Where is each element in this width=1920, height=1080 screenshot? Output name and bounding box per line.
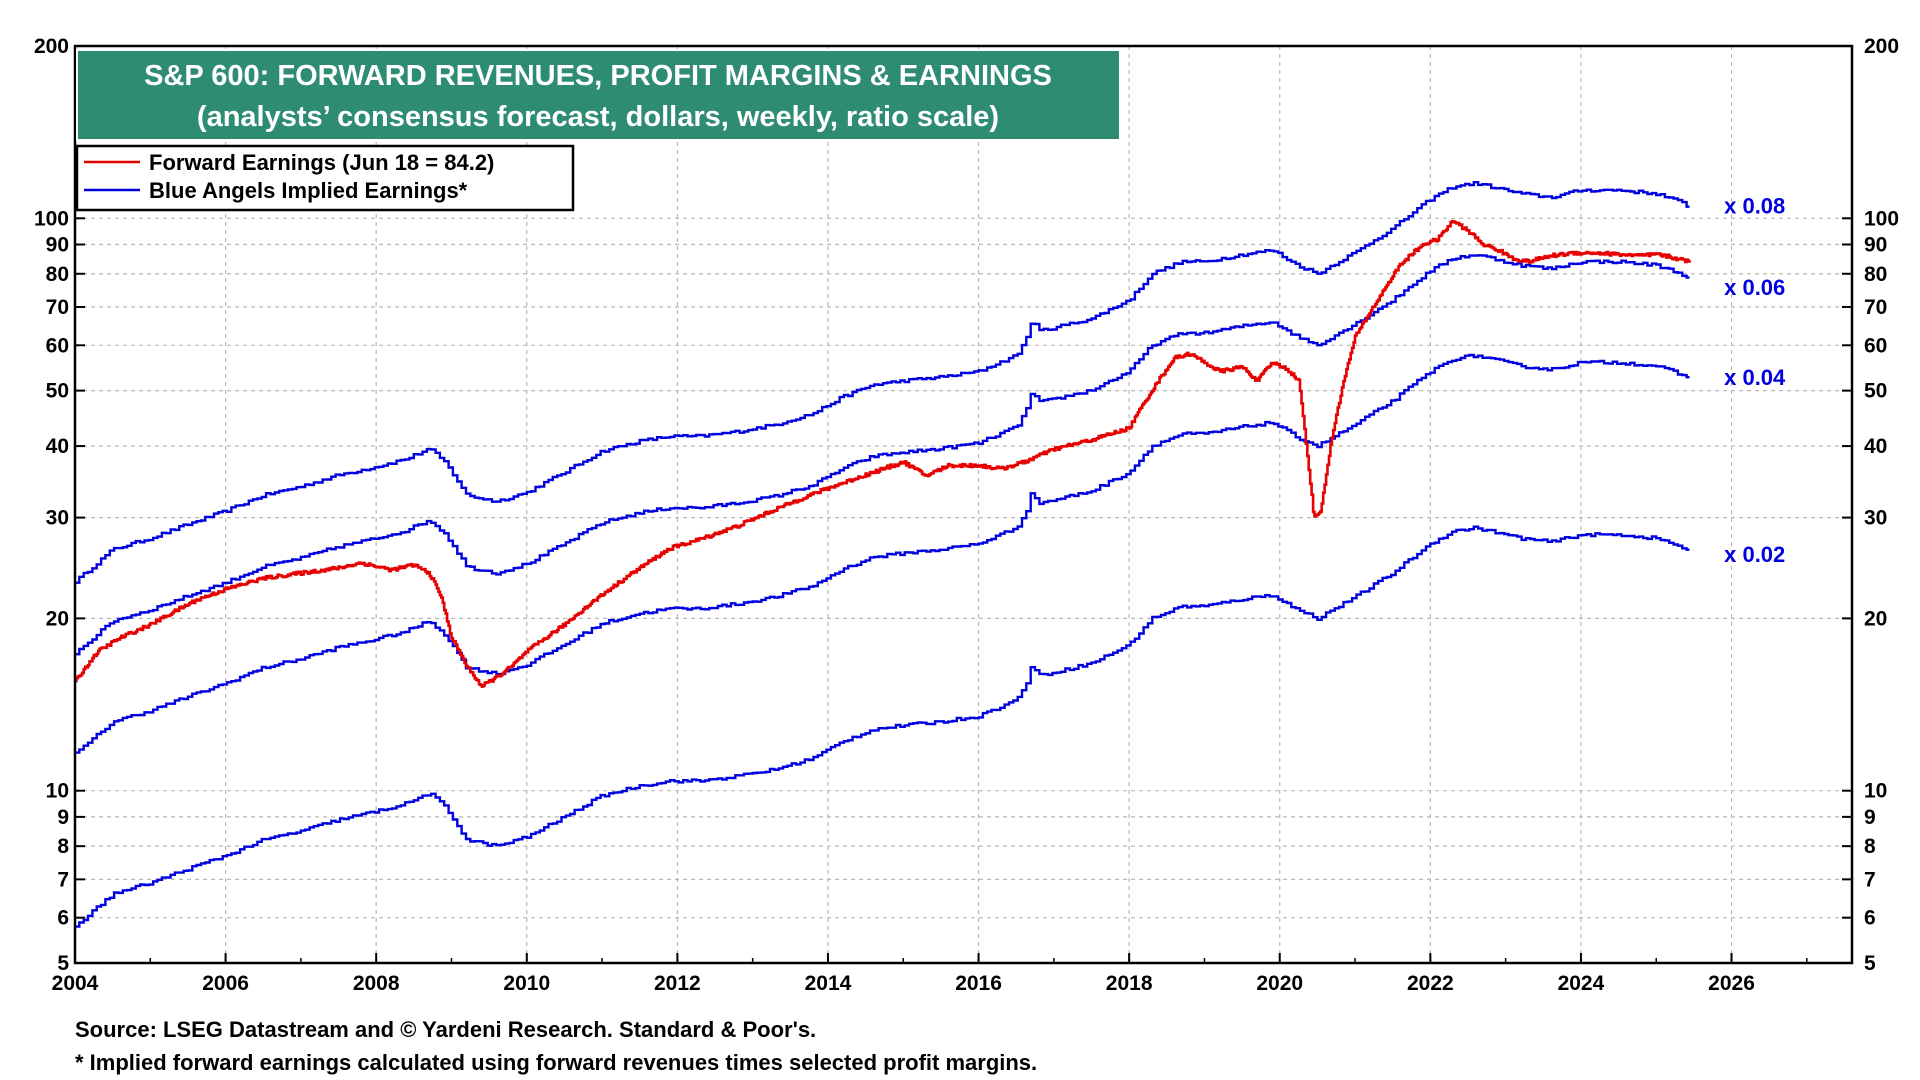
y-tick-label-right-7: 7	[1864, 868, 1876, 891]
series-group	[75, 181, 1691, 928]
annotation-x0-06: x 0.06	[1724, 275, 1785, 300]
legend-label-blue-angels: Blue Angels Implied Earnings*	[149, 178, 468, 203]
gridlines	[75, 46, 1852, 963]
y-tick-label-right-70: 70	[1864, 296, 1887, 319]
y-tick-label-left-8: 8	[57, 835, 69, 858]
y-tick-label-right-50: 50	[1864, 380, 1887, 403]
y-tick-label-right-80: 80	[1864, 263, 1887, 286]
chart-title: S&P 600: FORWARD REVENUES, PROFIT MARGIN…	[144, 60, 1052, 92]
y-tick-label-left-50: 50	[46, 380, 69, 403]
y-tick-label-left-30: 30	[46, 507, 69, 530]
y-tick-label-right-100: 100	[1864, 207, 1899, 230]
y-tick-label-left-70: 70	[46, 296, 69, 319]
y-tick-label-right-6: 6	[1864, 907, 1876, 930]
annotation-x0-04: x 0.04	[1724, 365, 1786, 390]
x-tick-label-2006: 2006	[202, 972, 249, 995]
plot-frame	[73, 44, 1854, 965]
x-tick-label-2014: 2014	[805, 972, 852, 995]
source-footnote: Source: LSEG Datastream and © Yardeni Re…	[75, 1017, 816, 1042]
x-tick-label-2022: 2022	[1407, 972, 1454, 995]
y-tick-label-right-60: 60	[1864, 334, 1887, 357]
blue-angels-line-x0-06	[75, 254, 1690, 656]
y-tick-label-left-7: 7	[57, 868, 69, 891]
title-box-background	[76, 49, 1121, 141]
y-tick-label-left-6: 6	[57, 907, 69, 930]
y-tick-label-left-60: 60	[46, 334, 69, 357]
y-tick-label-left-200: 200	[34, 35, 69, 58]
y-tick-label-right-10: 10	[1864, 780, 1887, 803]
blue-angels-line-x0-02	[75, 525, 1690, 928]
legend-box	[75, 144, 575, 212]
x-tick-label-2004: 2004	[52, 972, 99, 995]
y-tick-label-right-200: 200	[1864, 35, 1899, 58]
y-tick-label-left-9: 9	[57, 806, 69, 829]
blue-angels-line-x0-04	[75, 353, 1690, 754]
annotation-x0-08: x 0.08	[1724, 194, 1785, 219]
y-tick-label-right-90: 90	[1864, 233, 1887, 256]
y-tick-label-right-8: 8	[1864, 835, 1876, 858]
annotation-x0-02: x 0.02	[1724, 542, 1785, 567]
x-tick-label-2010: 2010	[503, 972, 550, 995]
x-tick-label-2026: 2026	[1708, 972, 1755, 995]
blue-angels-line-x0-08	[75, 181, 1690, 584]
chart-subtitle: (analysts’ consensus forecast, dollars, …	[197, 101, 999, 133]
x-tick-label-2012: 2012	[654, 972, 701, 995]
y-tick-label-right-5: 5	[1864, 952, 1876, 975]
y-tick-label-left-90: 90	[46, 233, 69, 256]
x-tick-label-2018: 2018	[1106, 972, 1153, 995]
x-tick-label-2020: 2020	[1256, 972, 1303, 995]
y-tick-label-right-20: 20	[1864, 607, 1887, 630]
implied-earnings-footnote: * Implied forward earnings calculated us…	[75, 1050, 1037, 1075]
y-tick-label-left-100: 100	[34, 207, 69, 230]
axes: 2004 2006 2008 2010 2012 2014 2016 2018 2020 2022…	[34, 35, 1899, 995]
y-tick-label-left-40: 40	[46, 435, 69, 458]
legend: Forward Earnings (Jun 18 = 84.2) Blue An…	[75, 144, 575, 212]
x-tick-label-2008: 2008	[353, 972, 400, 995]
y-tick-label-right-40: 40	[1864, 435, 1887, 458]
y-tick-label-left-80: 80	[46, 263, 69, 286]
legend-label-forward-earnings: Forward Earnings (Jun 18 = 84.2)	[149, 150, 494, 175]
y-tick-label-right-30: 30	[1864, 507, 1887, 530]
y-tick-label-left-10: 10	[46, 780, 69, 803]
y-tick-label-left-5: 5	[57, 952, 69, 975]
x-tick-label-2024: 2024	[1558, 972, 1605, 995]
y-tick-label-right-9: 9	[1864, 806, 1876, 829]
x-tick-label-2016: 2016	[955, 972, 1002, 995]
title-box: S&P 600: FORWARD REVENUES, PROFIT MARGIN…	[76, 49, 1121, 141]
y-tick-label-left-20: 20	[46, 607, 69, 630]
multiplier-annotations: x 0.08 x 0.06 x 0.04 x 0.02	[1724, 194, 1786, 568]
forward-earnings-line	[75, 219, 1691, 688]
